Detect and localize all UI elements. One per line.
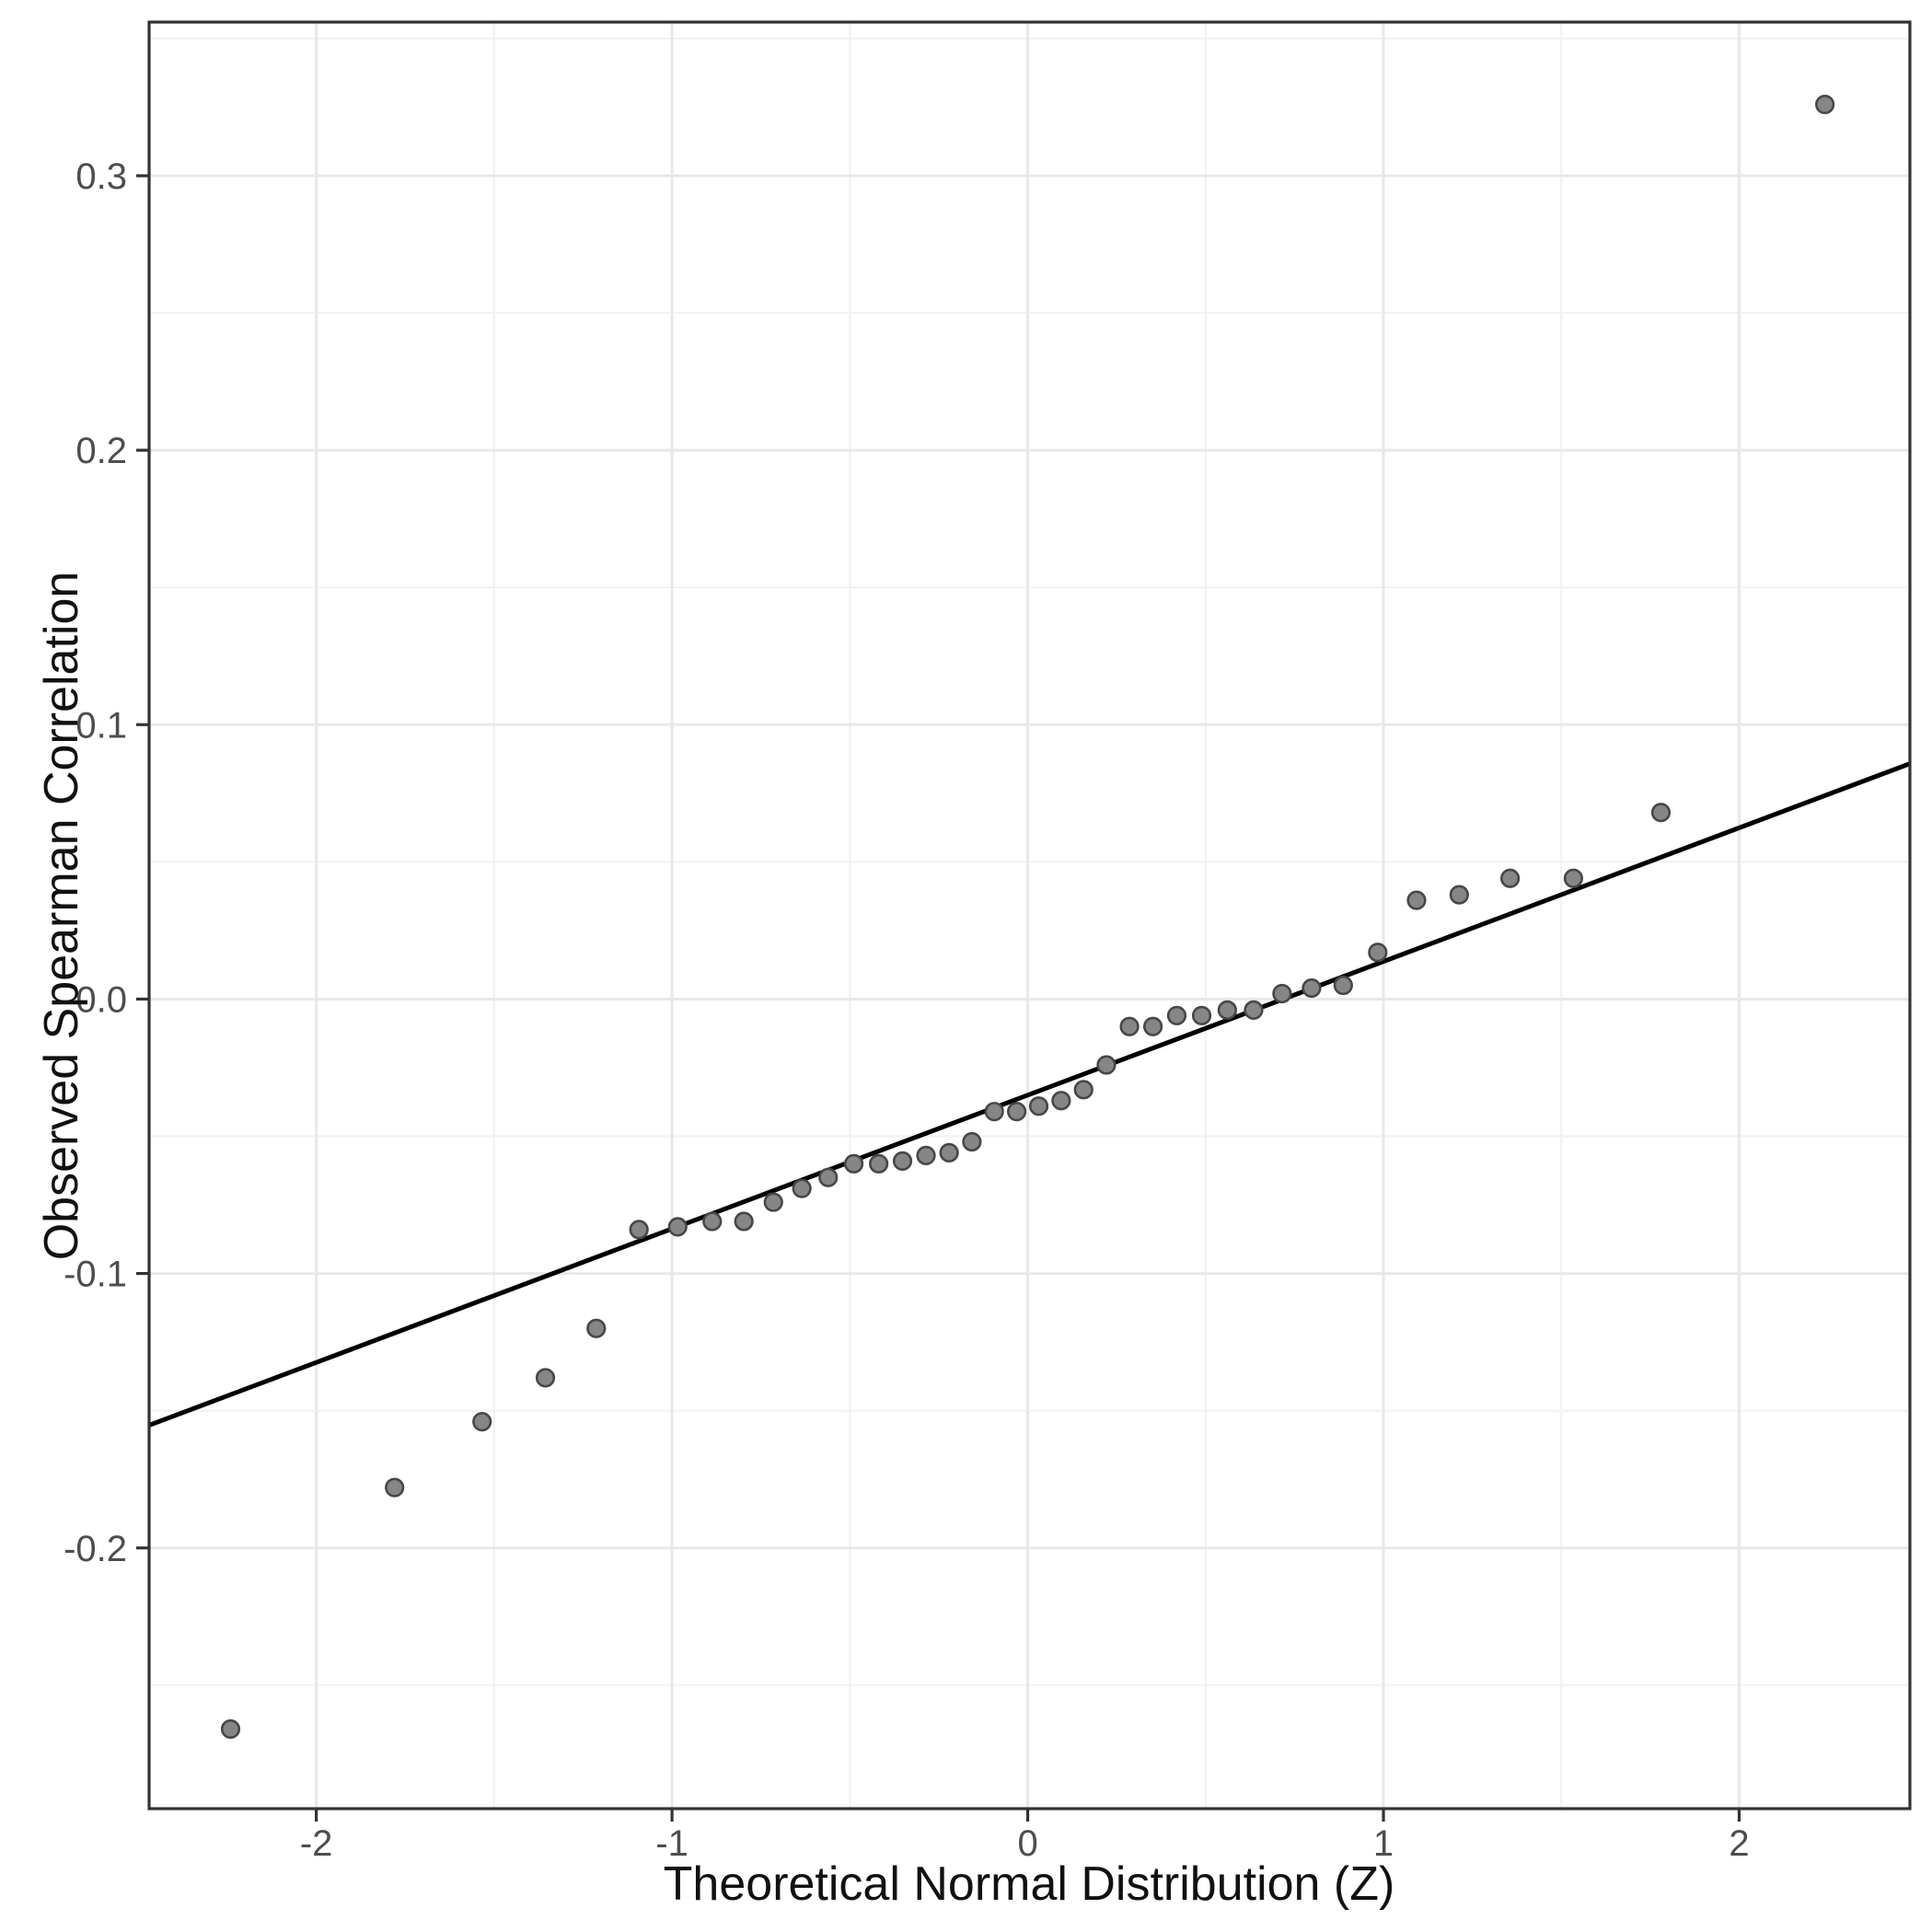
data-point: [763, 1192, 783, 1212]
data-point: [1368, 943, 1388, 963]
data-point: [1166, 1005, 1187, 1025]
x-axis-title: Theoretical Normal Distribution (Z): [664, 1857, 1395, 1911]
qq-reference-line: [148, 761, 1911, 1428]
data-point: [1073, 1080, 1093, 1100]
data-point: [939, 1142, 959, 1163]
data-point: [535, 1368, 556, 1388]
y-axis-tick-label: 0.3: [75, 156, 127, 197]
data-point: [385, 1477, 405, 1498]
x-axis-tick-label: 0: [1017, 1823, 1037, 1864]
data-point: [1301, 978, 1322, 999]
data-point: [1143, 1016, 1163, 1036]
data-point: [734, 1211, 754, 1232]
x-axis-tick-label: -1: [655, 1823, 688, 1864]
data-point: [1406, 890, 1427, 910]
data-point: [1500, 868, 1521, 888]
x-axis-tick-label: -2: [300, 1823, 333, 1864]
panel-border: [147, 20, 1912, 1811]
data-point: [472, 1411, 492, 1432]
data-point: [818, 1167, 839, 1187]
data-point: [1028, 1096, 1049, 1116]
y-axis-tick-label: -0.1: [64, 1255, 127, 1295]
y-axis-tick-label: -0.2: [64, 1529, 127, 1569]
data-point: [667, 1217, 688, 1237]
data-point: [1096, 1055, 1116, 1075]
data-point: [1006, 1102, 1027, 1122]
data-point: [843, 1153, 864, 1174]
data-point: [586, 1318, 607, 1338]
plot-area: -2 -1 0 1 2 0.3 0.2 0.1 0.0 -0.1 -0.2: [64, 20, 1912, 1864]
data-point: [1650, 803, 1672, 823]
data-point: [1051, 1091, 1071, 1111]
data-point: [220, 1718, 241, 1740]
y-axis-tick-label: 0.2: [75, 431, 127, 471]
data-point: [962, 1131, 982, 1152]
panel-background: [149, 22, 1910, 1809]
y-axis-tick-label: 0.1: [75, 705, 127, 746]
x-axis-tick-label: 1: [1373, 1823, 1394, 1864]
data-point: [1449, 885, 1469, 905]
data-point: [1119, 1016, 1140, 1036]
data-point: [1272, 983, 1292, 1004]
data-point: [1563, 868, 1584, 888]
data-point: [892, 1151, 913, 1171]
y-axis-tick-label: 0.0: [75, 979, 127, 1020]
data-point: [792, 1178, 812, 1198]
data-point: [1244, 1000, 1264, 1020]
data-point: [1815, 94, 1835, 115]
data-point: [1333, 975, 1353, 996]
data-point: [916, 1145, 936, 1165]
data-point: [869, 1153, 889, 1174]
data-point: [702, 1211, 723, 1232]
data-point: [629, 1220, 649, 1240]
data-point: [1191, 1005, 1212, 1025]
x-axis-tick-label: 2: [1729, 1823, 1749, 1864]
y-axis-title: Observed Spearman Correlation: [35, 572, 88, 1261]
data-point: [984, 1102, 1004, 1122]
data-point: [1217, 1000, 1237, 1020]
